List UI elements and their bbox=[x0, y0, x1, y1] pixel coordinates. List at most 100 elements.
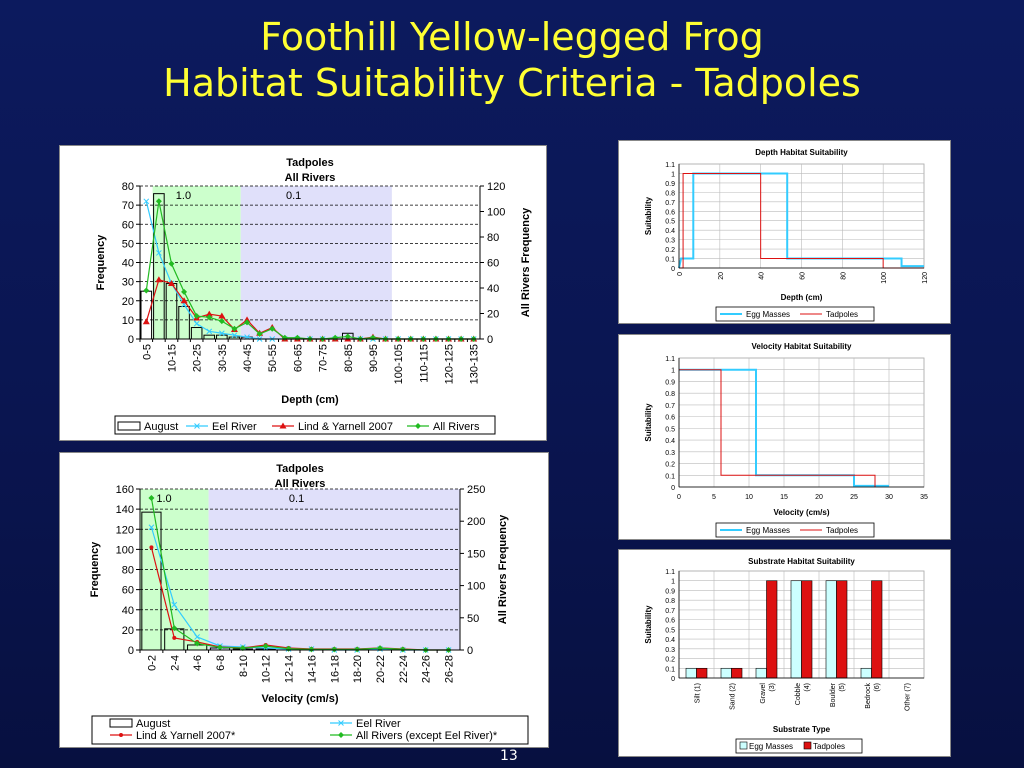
x-tick-label: 8-10 bbox=[238, 655, 250, 677]
x-tick-label: 100-105 bbox=[393, 344, 405, 384]
velocity-suitability-chart-panel: Velocity Habitat Suitability 0 0.1 0.2 0.3 0.… bbox=[618, 334, 951, 540]
x-tick-label: Other (7) bbox=[905, 683, 912, 711]
velocity-frequency-chart: Tadpoles All Rivers 1.0 0.1 0 20 40 60 80 100 120 1… bbox=[89, 463, 529, 745]
y2-tick-label: 100 bbox=[487, 207, 505, 219]
y-tick-label: 0.3 bbox=[665, 238, 675, 245]
x-tick-label: 110-115 bbox=[418, 344, 430, 383]
velocity-frequency-chart-panel: Tadpoles All Rivers 1.0 0.1 0 20 40 60 80 100 120 1… bbox=[59, 452, 549, 748]
x-tick-label: 14-16 bbox=[306, 655, 318, 683]
y2-axis-title: All Rivers Frequency bbox=[520, 207, 532, 317]
y-axis-title: Frequency bbox=[95, 234, 107, 291]
bar bbox=[801, 580, 813, 679]
legend-label: Eel River bbox=[212, 421, 257, 433]
series-point bbox=[142, 318, 150, 325]
y-tick-label: 0.8 bbox=[665, 391, 675, 398]
y2-tick-label: 250 bbox=[467, 484, 485, 496]
y-tick-label: 30 bbox=[122, 277, 134, 289]
legend-box bbox=[715, 306, 875, 322]
series-point bbox=[308, 646, 315, 653]
series-point bbox=[244, 319, 251, 326]
x-tick-label: 20 bbox=[718, 272, 725, 280]
bar bbox=[731, 667, 743, 679]
x-tick-label: 4-6 bbox=[192, 655, 204, 671]
series-point bbox=[262, 643, 269, 650]
y-tick-label: 10 bbox=[122, 315, 134, 327]
x-tick-label: 60-65 bbox=[292, 344, 304, 372]
series-point bbox=[167, 280, 175, 287]
y2-tick-label: 0 bbox=[487, 334, 493, 346]
y-tick-label: 60 bbox=[122, 219, 134, 231]
x-tick-label: 16-18 bbox=[329, 655, 341, 683]
x-tick-label: 70-75 bbox=[318, 344, 330, 372]
x-tick-label: 15 bbox=[780, 494, 788, 501]
x-tick-label: 0-5 bbox=[141, 344, 153, 360]
series-line bbox=[679, 172, 924, 269]
legend-swatch bbox=[117, 421, 141, 431]
series-point bbox=[217, 644, 223, 651]
y-tick-label: 1 bbox=[671, 579, 675, 586]
bar bbox=[825, 580, 837, 679]
series-point bbox=[218, 312, 226, 319]
x-tick-label: Silt (1) bbox=[695, 683, 702, 703]
substrate-suitability-chart: Substrate Habitat Suitability 0 0.1 0.2 0.3 0… bbox=[644, 557, 925, 754]
series-point bbox=[143, 198, 150, 205]
y-tick-label: 0.8 bbox=[665, 190, 675, 197]
legend-label: Lind & Yarnell 2007* bbox=[136, 730, 236, 742]
series-point bbox=[331, 646, 338, 653]
x-tick-label: 35 bbox=[920, 494, 928, 501]
x-tick-label: (5) bbox=[839, 683, 846, 692]
legend-swatch bbox=[803, 741, 812, 750]
x-tick-label: 100 bbox=[881, 272, 888, 284]
y-axis-title: Suitability bbox=[644, 196, 653, 235]
series-point bbox=[206, 314, 213, 321]
y-tick-label: 0.9 bbox=[665, 181, 675, 188]
slide-title: Foothill Yellow-legged Frog Habitat Suit… bbox=[0, 14, 1024, 106]
y-tick-label: 40 bbox=[122, 258, 134, 270]
x-tick-label: 30-35 bbox=[217, 344, 229, 372]
series-point bbox=[194, 640, 201, 647]
y-axis-title: Suitability bbox=[644, 605, 653, 644]
series-point bbox=[231, 332, 238, 339]
series-point bbox=[148, 524, 155, 531]
legend-marker bbox=[119, 733, 123, 737]
x-tick-label: 40 bbox=[759, 272, 766, 280]
chart-title: Tadpoles bbox=[276, 463, 323, 475]
suitability-zone-label: 1.0 bbox=[176, 190, 191, 202]
series-point bbox=[155, 276, 163, 283]
y-axis-title: Frequency bbox=[89, 541, 101, 598]
x-tick-label: (4) bbox=[804, 683, 811, 692]
y-tick-label: 60 bbox=[122, 585, 134, 597]
legend-label: Lind & Yarnell 2007 bbox=[298, 421, 393, 433]
x-tick-label: 0-2 bbox=[146, 655, 158, 671]
chart-subtitle: All Rivers bbox=[285, 172, 336, 184]
bar bbox=[871, 580, 883, 679]
y-tick-label: 0.4 bbox=[665, 637, 675, 644]
legend-label: Egg Masses bbox=[749, 742, 793, 751]
legend-marker bbox=[194, 423, 200, 429]
x-tick-label: 130-135 bbox=[469, 344, 481, 384]
series-point bbox=[344, 333, 351, 340]
y-tick-label: 70 bbox=[122, 200, 134, 212]
legend-swatch bbox=[739, 741, 748, 750]
y-tick-label: 50 bbox=[122, 238, 134, 250]
x-tick-label: 10-15 bbox=[166, 344, 178, 372]
y-tick-label: 0 bbox=[671, 485, 675, 492]
series-point bbox=[156, 250, 162, 256]
y-tick-label: 0.3 bbox=[665, 450, 675, 457]
y-tick-label: 0.3 bbox=[665, 647, 675, 654]
x-axis-title: Substrate Type bbox=[773, 725, 831, 734]
depth-suitability-chart-panel: Depth Habitat Suitability 0 0.1 0.2 0.3 0.4 0.… bbox=[618, 140, 951, 324]
series-point bbox=[399, 646, 406, 653]
x-tick-label: 40-45 bbox=[242, 344, 254, 372]
x-tick-label: 30 bbox=[885, 494, 893, 501]
series-point bbox=[168, 260, 175, 267]
velocity-suitability-chart: Velocity Habitat Suitability 0 0.1 0.2 0.3 0.… bbox=[644, 342, 928, 538]
legend-marker bbox=[338, 732, 344, 738]
series-point bbox=[243, 316, 251, 323]
y-tick-label: 0.6 bbox=[665, 415, 675, 422]
y-tick-label: 0.4 bbox=[665, 228, 675, 235]
y-tick-label: 0.6 bbox=[665, 618, 675, 625]
y-tick-label: 20 bbox=[122, 296, 134, 308]
legend-box bbox=[715, 522, 875, 538]
series-point bbox=[269, 325, 276, 332]
